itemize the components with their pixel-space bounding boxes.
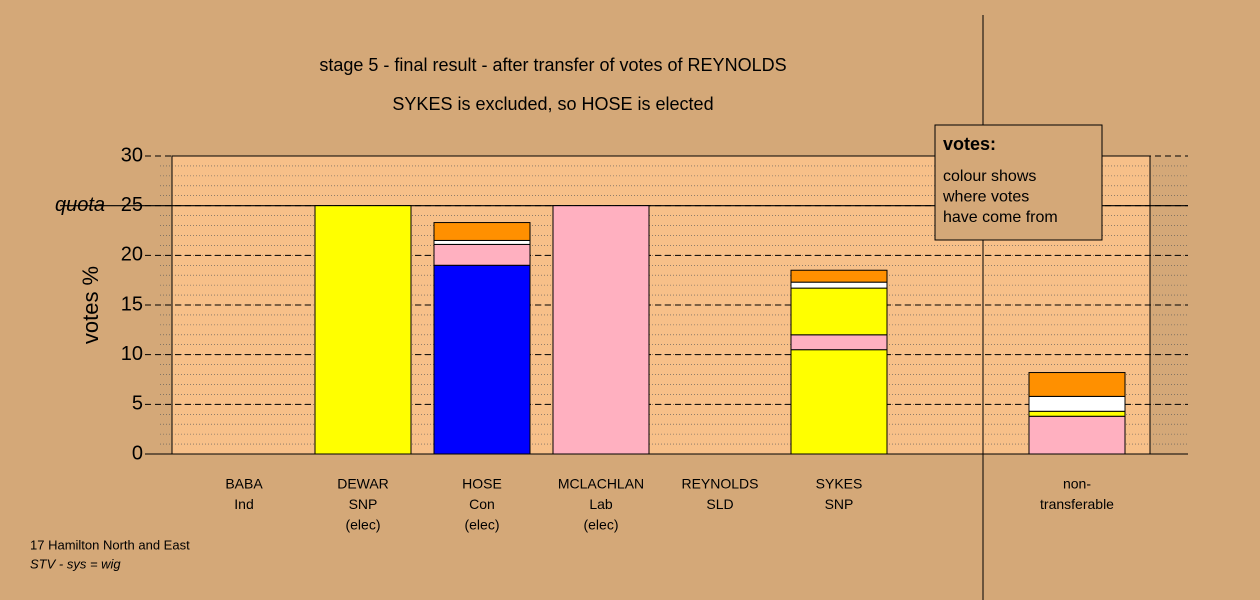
bar-segment (1028, 395, 1126, 412)
bar-segment (433, 239, 531, 245)
x-tick-label: Lab (589, 496, 613, 512)
bar-segment (552, 205, 650, 455)
bar-segment (790, 269, 888, 283)
bar-segment (790, 334, 888, 351)
y-tick-label: 25 (121, 194, 143, 216)
y-tick-label: 10 (121, 343, 143, 365)
x-tick-label: SYKES (816, 476, 863, 492)
footer: STV - sys = wig (30, 556, 121, 571)
bar-segment (1028, 372, 1126, 397)
bar-segment (790, 281, 888, 289)
y-tick-label: 5 (132, 393, 143, 415)
x-tick-label: SNP (825, 496, 854, 512)
legend-text: where votes (942, 189, 1029, 206)
x-tick-label: BABA (225, 476, 263, 492)
bar-segment (790, 349, 888, 455)
y-tick-label: 20 (121, 244, 143, 266)
bar-segment (790, 287, 888, 336)
x-tick-label: Ind (234, 496, 253, 512)
quota-label: quota (55, 194, 105, 216)
x-tick-label: (elec) (345, 517, 380, 533)
x-tick-label: HOSE (462, 476, 502, 492)
x-tick-label: REYNOLDS (681, 476, 758, 492)
x-tick-label: SLD (706, 496, 733, 512)
bar-segment (314, 205, 412, 455)
bar-segment (433, 264, 531, 455)
bar-segment (1028, 410, 1126, 417)
y-tick-label: 15 (121, 293, 143, 315)
bar-segment (1028, 415, 1126, 455)
y-tick-label: 0 (132, 442, 143, 464)
x-tick-label: non- (1063, 476, 1091, 492)
chart-subtitle: SYKES is excluded, so HOSE is elected (392, 94, 713, 114)
x-tick-label: DEWAR (337, 476, 389, 492)
x-tick-label: MCLACHLAN (558, 476, 644, 492)
bar-segment (433, 222, 531, 241)
x-tick-label: (elec) (464, 517, 499, 533)
bar-segment (433, 243, 531, 266)
x-tick-label: Con (469, 496, 495, 512)
footer: 17 Hamilton North and East (30, 537, 190, 552)
y-axis-label: votes % (78, 266, 103, 344)
legend-text: colour shows (943, 168, 1036, 185)
legend-title: votes: (943, 134, 996, 154)
x-tick-label: SNP (349, 496, 378, 512)
legend-text: have come from (943, 209, 1058, 226)
y-tick-label: 30 (121, 144, 143, 166)
chart-title: stage 5 - final result - after transfer … (319, 55, 786, 75)
x-tick-label: (elec) (583, 517, 618, 533)
legend-box (934, 124, 1103, 241)
x-tick-label: transferable (1040, 496, 1114, 512)
